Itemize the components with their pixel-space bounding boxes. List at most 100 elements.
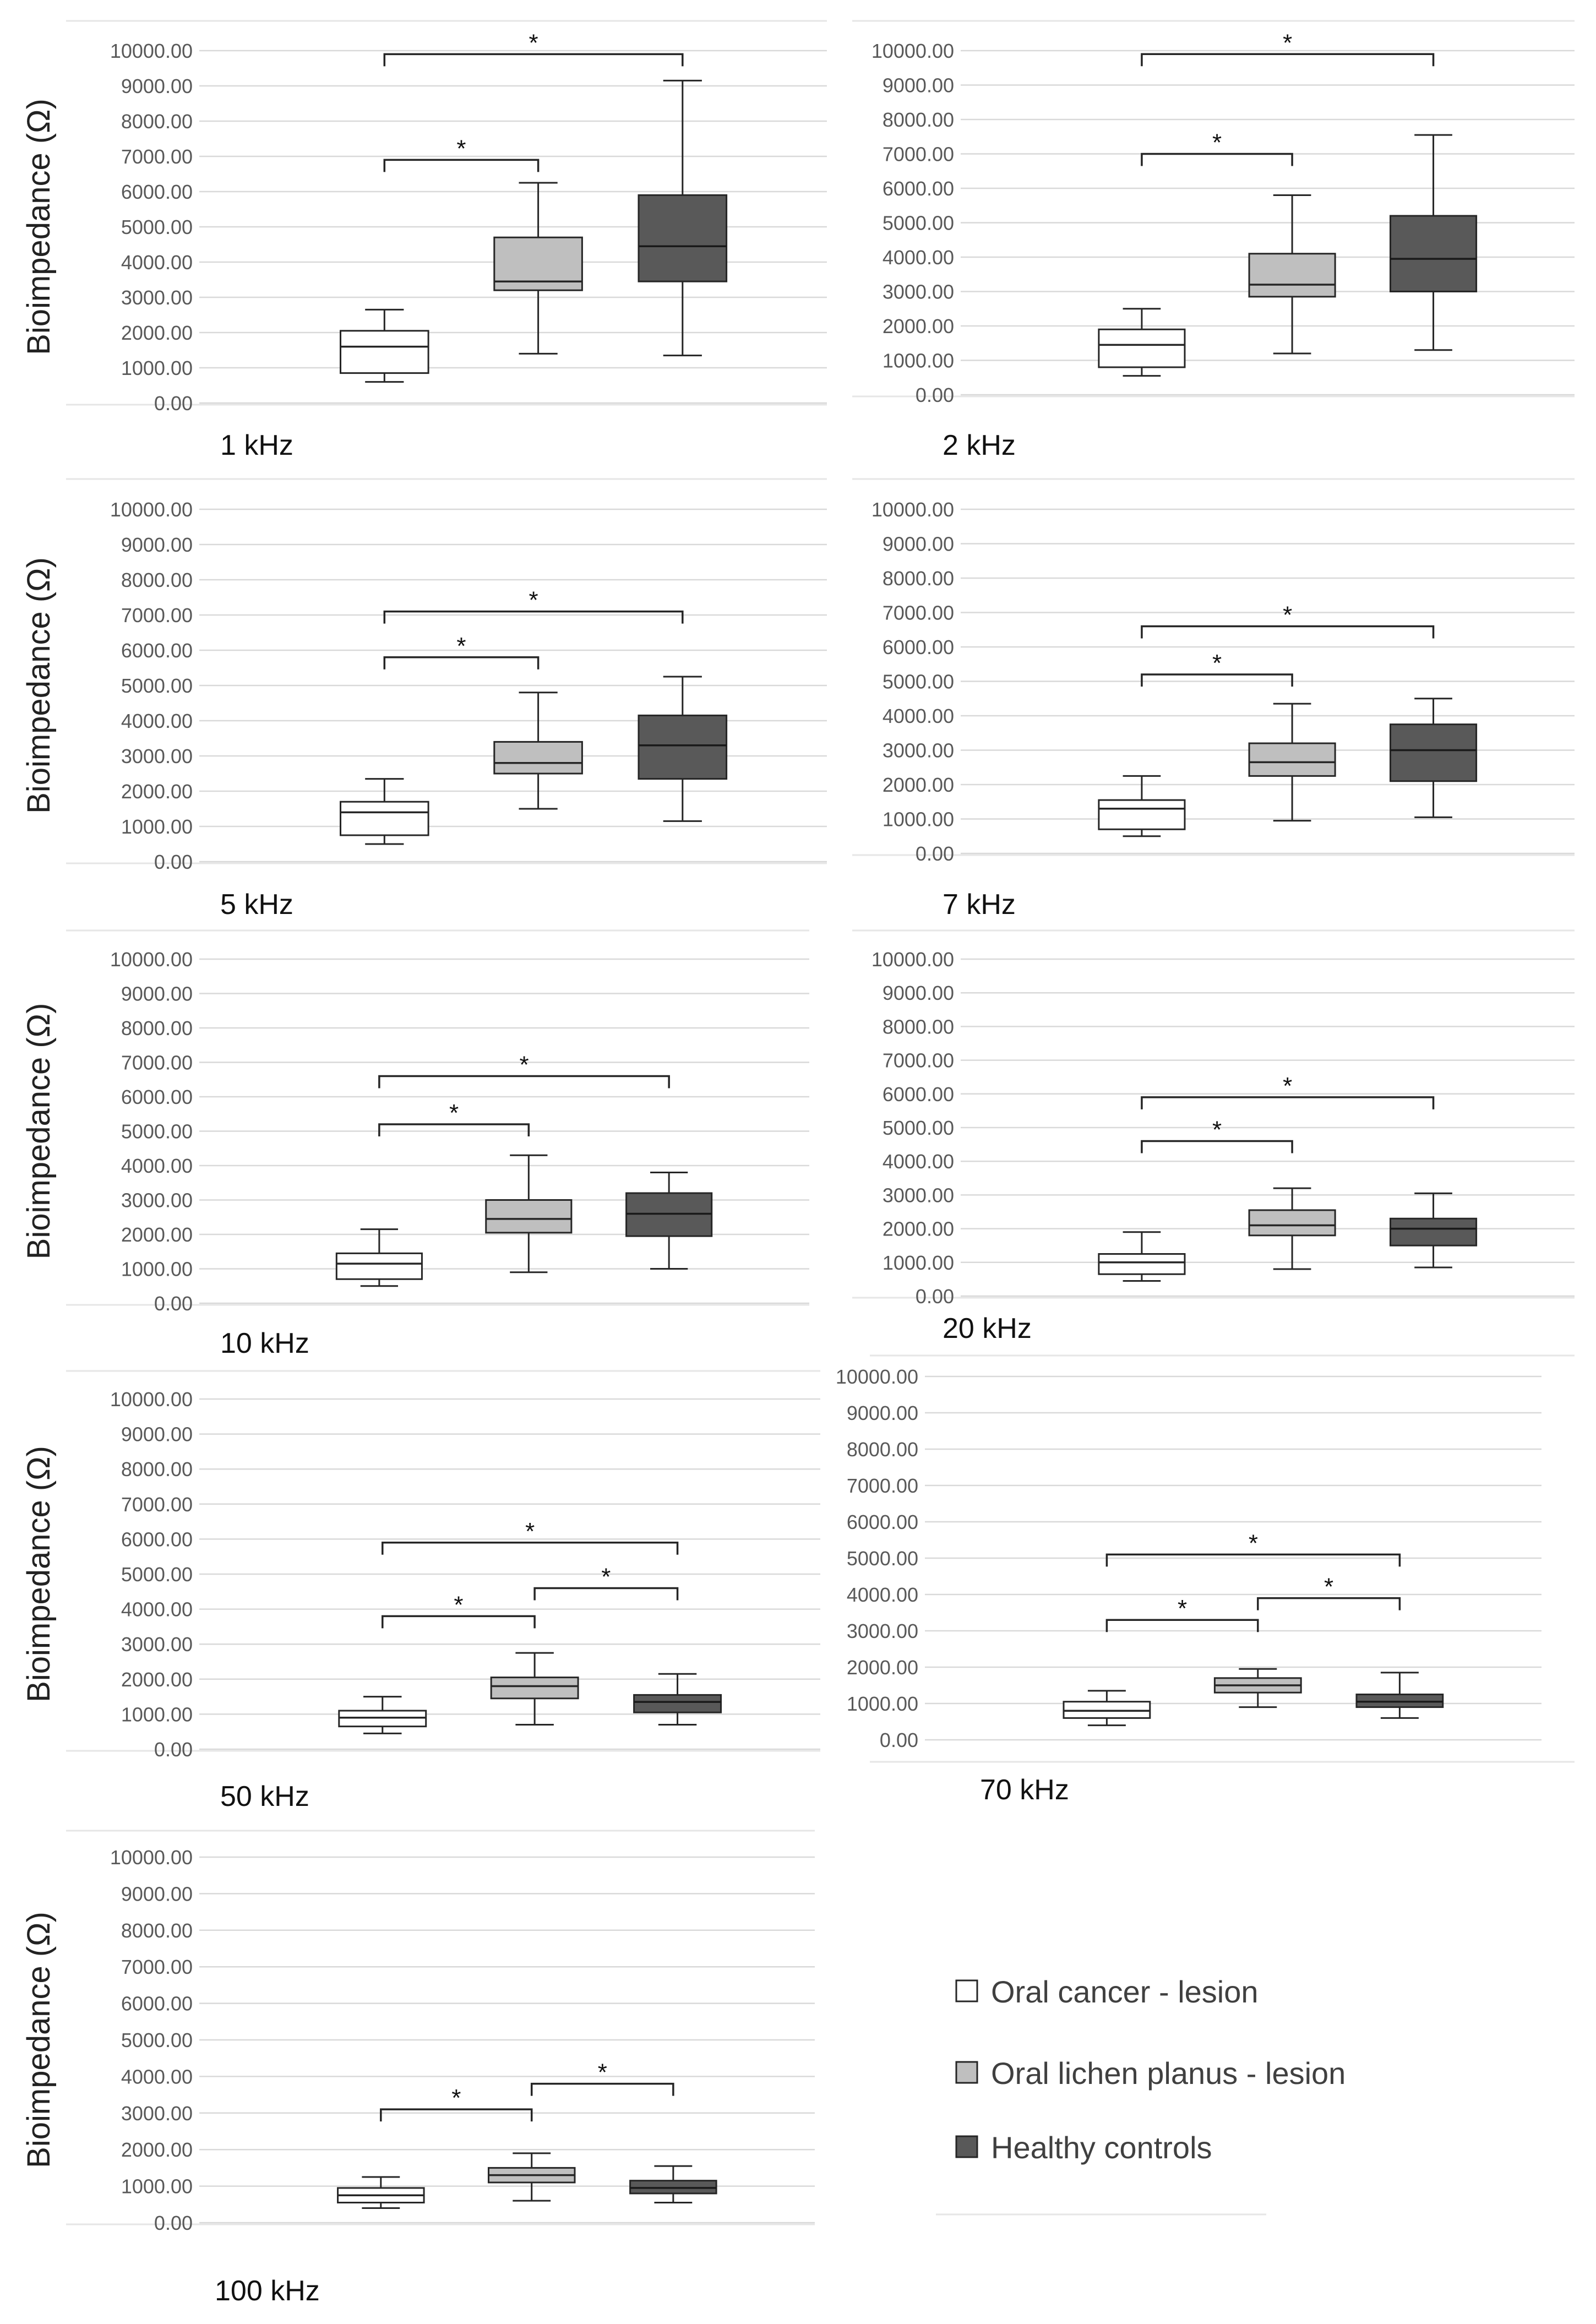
y-tick-label: 4000.00 bbox=[883, 1150, 954, 1173]
y-tick-label: 1000.00 bbox=[121, 1703, 193, 1726]
y-tick-label: 2000.00 bbox=[121, 1668, 193, 1691]
legend-label: Oral cancer - lesion bbox=[991, 1974, 1259, 2009]
significance-star: * bbox=[1178, 1595, 1187, 1622]
y-tick-label: 4000.00 bbox=[121, 2065, 193, 2088]
y-tick-label: 10000.00 bbox=[110, 948, 193, 971]
box-iqr bbox=[633, 1694, 722, 1713]
y-tick-label: 1000.00 bbox=[121, 815, 193, 838]
y-tick-label: 7000.00 bbox=[883, 602, 954, 624]
significance-star: * bbox=[519, 1052, 529, 1079]
bracket-line bbox=[382, 1542, 679, 1555]
y-tick-label: 8000.00 bbox=[883, 1015, 954, 1038]
box-2 bbox=[1355, 1672, 1444, 1719]
box-iqr bbox=[485, 1199, 573, 1234]
y-tick-label: 9000.00 bbox=[883, 982, 954, 1004]
box-1 bbox=[1248, 703, 1336, 822]
legend-swatch bbox=[955, 2061, 978, 2084]
y-tick-label: 10000.00 bbox=[871, 498, 954, 521]
y-tick-label: 7000.00 bbox=[121, 604, 193, 627]
box-iqr bbox=[1098, 1253, 1186, 1275]
significance-bracket: * bbox=[380, 2084, 533, 2122]
y-tick-label: 10000.00 bbox=[110, 1846, 193, 1869]
chart-panel-4: 0.00 1000.00 2000.00 3000.00 4000.00 5000.00 6… bbox=[852, 478, 1575, 921]
box-1 bbox=[1248, 194, 1336, 355]
y-tick-label: 5000.00 bbox=[121, 1563, 193, 1586]
y-tick-label: 8000.00 bbox=[847, 1438, 918, 1461]
significance-star: * bbox=[451, 2084, 461, 2111]
y-tick-label: 2000.00 bbox=[847, 1656, 918, 1679]
y-tick-label: 9000.00 bbox=[883, 533, 954, 556]
significance-star: * bbox=[1212, 129, 1222, 156]
frequency-label: 70 kHz bbox=[980, 1774, 1069, 1806]
box-iqr bbox=[493, 741, 583, 775]
significance-bracket: * bbox=[383, 135, 540, 172]
bracket-line bbox=[1105, 1619, 1259, 1632]
significance-star: * bbox=[1249, 1530, 1258, 1556]
y-tick-label: 0.00 bbox=[154, 1292, 193, 1315]
y-tick-label: 6000.00 bbox=[121, 181, 193, 203]
significance-bracket: * bbox=[1141, 129, 1293, 166]
y-tick-label: 1000.00 bbox=[883, 350, 954, 372]
bracket-line bbox=[383, 53, 684, 67]
y-tick-label: 7000.00 bbox=[883, 143, 954, 166]
significance-star: * bbox=[454, 1591, 463, 1618]
significance-bracket: * bbox=[383, 633, 540, 670]
significance-star: * bbox=[1283, 1073, 1292, 1100]
chart-panel-3: 0.00 1000.00 2000.00 3000.00 4000.00 5000.00 6… bbox=[21, 478, 827, 921]
y-tick-label: 0.00 bbox=[154, 392, 193, 415]
significance-star: * bbox=[456, 633, 466, 660]
y-tick-label: 6000.00 bbox=[883, 177, 954, 200]
y-tick-label: 10000.00 bbox=[110, 1388, 193, 1411]
significance-bracket: * bbox=[1141, 602, 1435, 639]
box-0 bbox=[338, 1696, 427, 1734]
chart-panel-9: 0.00 1000.00 2000.00 3000.00 4000.00 5000.00 6… bbox=[21, 1830, 815, 2307]
y-tick-label: 5000.00 bbox=[847, 1547, 918, 1570]
bracket-line bbox=[383, 656, 540, 670]
box-0 bbox=[1098, 775, 1186, 837]
chart-panel-2: 0.00 1000.00 2000.00 3000.00 4000.00 5000.00 6… bbox=[852, 20, 1575, 461]
significance-star: * bbox=[1212, 1116, 1222, 1143]
y-tick-label: 5000.00 bbox=[121, 2029, 193, 2051]
y-tick-label: 4000.00 bbox=[121, 251, 193, 274]
box-iqr bbox=[490, 1677, 579, 1700]
y-tick-label: 9000.00 bbox=[121, 1882, 193, 1905]
box-0 bbox=[340, 778, 429, 845]
y-tick-label: 2000.00 bbox=[121, 780, 193, 803]
bracket-line bbox=[378, 1075, 670, 1088]
bracket-line bbox=[1141, 1096, 1435, 1109]
bracket-line bbox=[1141, 673, 1293, 687]
significance-star: * bbox=[598, 2059, 607, 2086]
box-iqr bbox=[1390, 723, 1478, 782]
y-tick-label: 10000.00 bbox=[871, 40, 954, 62]
y-tick-label: 1000.00 bbox=[883, 808, 954, 831]
box-iqr bbox=[1098, 328, 1186, 368]
y-tick-label: 9000.00 bbox=[121, 983, 193, 1005]
chart-panel-6: 0.00 1000.00 2000.00 3000.00 4000.00 5000.00 6… bbox=[852, 929, 1575, 1345]
legend-label: Healthy controls bbox=[991, 2130, 1212, 2165]
y-tick-label: 5000.00 bbox=[121, 1120, 193, 1143]
significance-bracket: * bbox=[1105, 1595, 1259, 1632]
box-2 bbox=[633, 1673, 722, 1726]
chart-panel-1: 0.00 1000.00 2000.00 3000.00 4000.00 5000.00 6… bbox=[21, 20, 827, 461]
significance-bracket: * bbox=[1141, 1073, 1435, 1109]
y-tick-label: 0.00 bbox=[154, 1738, 193, 1761]
y-tick-label: 0.00 bbox=[916, 1285, 954, 1308]
box-0 bbox=[337, 2176, 425, 2209]
box-2 bbox=[638, 79, 728, 357]
y-tick-label: 2000.00 bbox=[883, 774, 954, 796]
y-tick-label: 5000.00 bbox=[121, 216, 193, 238]
bracket-line bbox=[533, 1587, 679, 1601]
y-tick-label: 1000.00 bbox=[883, 1251, 954, 1274]
y-tick-label: 8000.00 bbox=[883, 567, 954, 590]
y-tick-label: 3000.00 bbox=[121, 2102, 193, 2125]
y-axis-label: Bioimpedance (Ω) bbox=[21, 1003, 57, 1260]
box-1 bbox=[1248, 1187, 1336, 1270]
frequency-label: 2 kHz bbox=[943, 429, 1016, 461]
y-tick-label: 2000.00 bbox=[121, 1223, 193, 1246]
y-tick-label: 7000.00 bbox=[847, 1474, 918, 1497]
box-iqr bbox=[1390, 215, 1478, 292]
y-tick-label: 8000.00 bbox=[121, 1919, 193, 1942]
y-tick-label: 4000.00 bbox=[883, 246, 954, 269]
y-tick-label: 4000.00 bbox=[883, 705, 954, 727]
y-tick-label: 9000.00 bbox=[121, 75, 193, 97]
